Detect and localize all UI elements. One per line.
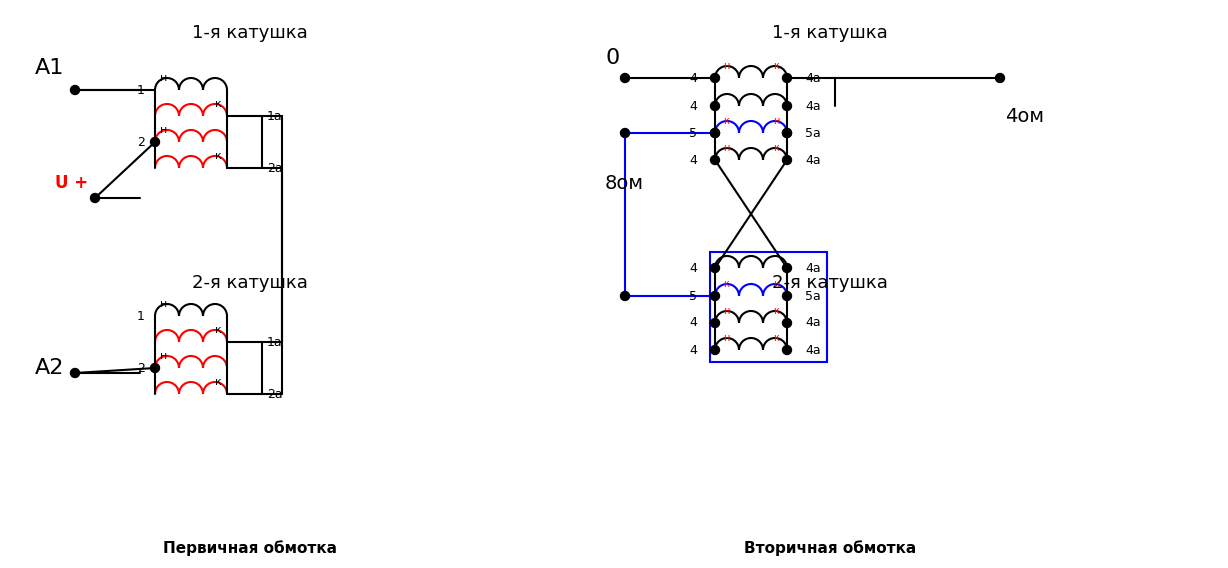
Text: 5а: 5а xyxy=(806,127,820,140)
Text: Вторичная обмотка: Вторичная обмотка xyxy=(744,540,916,556)
Circle shape xyxy=(782,128,792,137)
Circle shape xyxy=(711,102,720,111)
Circle shape xyxy=(996,73,1005,82)
Text: 1: 1 xyxy=(138,83,145,97)
Circle shape xyxy=(782,128,792,137)
Circle shape xyxy=(711,156,720,165)
Text: 2: 2 xyxy=(138,136,145,148)
Text: 4: 4 xyxy=(689,344,698,357)
Circle shape xyxy=(711,128,720,137)
Text: 4а: 4а xyxy=(806,344,820,357)
Text: 2а: 2а xyxy=(266,161,282,174)
Circle shape xyxy=(711,128,720,137)
Text: 1а: 1а xyxy=(266,336,282,349)
Circle shape xyxy=(782,156,792,165)
Circle shape xyxy=(782,345,792,354)
Text: к: к xyxy=(215,325,222,335)
Text: к: к xyxy=(774,143,779,153)
Circle shape xyxy=(70,369,80,378)
Circle shape xyxy=(711,73,720,82)
Text: к: к xyxy=(215,377,222,387)
Text: н: н xyxy=(772,116,779,126)
Circle shape xyxy=(620,128,630,137)
Text: к: к xyxy=(215,151,222,161)
Circle shape xyxy=(91,194,99,203)
Circle shape xyxy=(711,264,720,273)
Text: 4: 4 xyxy=(689,153,698,166)
Text: н: н xyxy=(772,279,779,289)
Circle shape xyxy=(151,364,160,373)
Text: 4а: 4а xyxy=(806,153,820,166)
Text: A1: A1 xyxy=(36,58,64,78)
Text: н: н xyxy=(160,299,167,309)
Text: к: к xyxy=(774,306,779,316)
Text: Первичная обмотка: Первичная обмотка xyxy=(163,540,336,556)
Text: 2-я катушка: 2-я катушка xyxy=(772,274,888,292)
Circle shape xyxy=(70,86,80,94)
Text: н: н xyxy=(160,125,167,135)
Text: 2: 2 xyxy=(138,361,145,374)
Circle shape xyxy=(711,319,720,328)
Circle shape xyxy=(620,291,630,300)
Circle shape xyxy=(782,264,792,273)
Circle shape xyxy=(782,73,792,82)
Circle shape xyxy=(151,137,160,147)
Text: н: н xyxy=(723,61,729,71)
Text: к: к xyxy=(723,279,729,289)
Text: 4а: 4а xyxy=(806,72,820,85)
Text: к: к xyxy=(723,116,729,126)
Text: н: н xyxy=(723,143,729,153)
Text: 4а: 4а xyxy=(806,99,820,112)
Text: 4: 4 xyxy=(689,72,698,85)
Circle shape xyxy=(711,291,720,300)
Circle shape xyxy=(782,102,792,111)
Text: 4а: 4а xyxy=(806,261,820,274)
Text: 5: 5 xyxy=(689,127,698,140)
Text: к: к xyxy=(774,61,779,71)
Text: 4: 4 xyxy=(689,99,698,112)
Text: к: к xyxy=(215,99,222,109)
Text: 2а: 2а xyxy=(266,387,282,400)
Text: н: н xyxy=(723,333,729,343)
Circle shape xyxy=(711,345,720,354)
Text: н: н xyxy=(723,306,729,316)
Text: н: н xyxy=(160,351,167,361)
Text: 4: 4 xyxy=(689,316,698,329)
Text: 1-я катушка: 1-я катушка xyxy=(192,24,308,42)
Circle shape xyxy=(782,319,792,328)
Text: 0: 0 xyxy=(605,48,619,68)
Text: 4: 4 xyxy=(689,261,698,274)
Text: 5: 5 xyxy=(689,290,698,303)
Text: 8ом: 8ом xyxy=(605,173,643,193)
Text: U +: U + xyxy=(55,174,88,192)
Text: 1: 1 xyxy=(138,310,145,323)
Text: 4ом: 4ом xyxy=(1005,107,1044,126)
Text: 1-я катушка: 1-я катушка xyxy=(772,24,888,42)
Text: 1а: 1а xyxy=(266,110,282,123)
Text: к: к xyxy=(774,333,779,343)
Text: 5а: 5а xyxy=(806,290,820,303)
Text: 4а: 4а xyxy=(806,316,820,329)
Text: A2: A2 xyxy=(36,358,64,378)
Text: 2-я катушка: 2-я катушка xyxy=(192,274,308,292)
Circle shape xyxy=(782,291,792,300)
Text: н: н xyxy=(160,73,167,83)
Circle shape xyxy=(620,73,630,82)
